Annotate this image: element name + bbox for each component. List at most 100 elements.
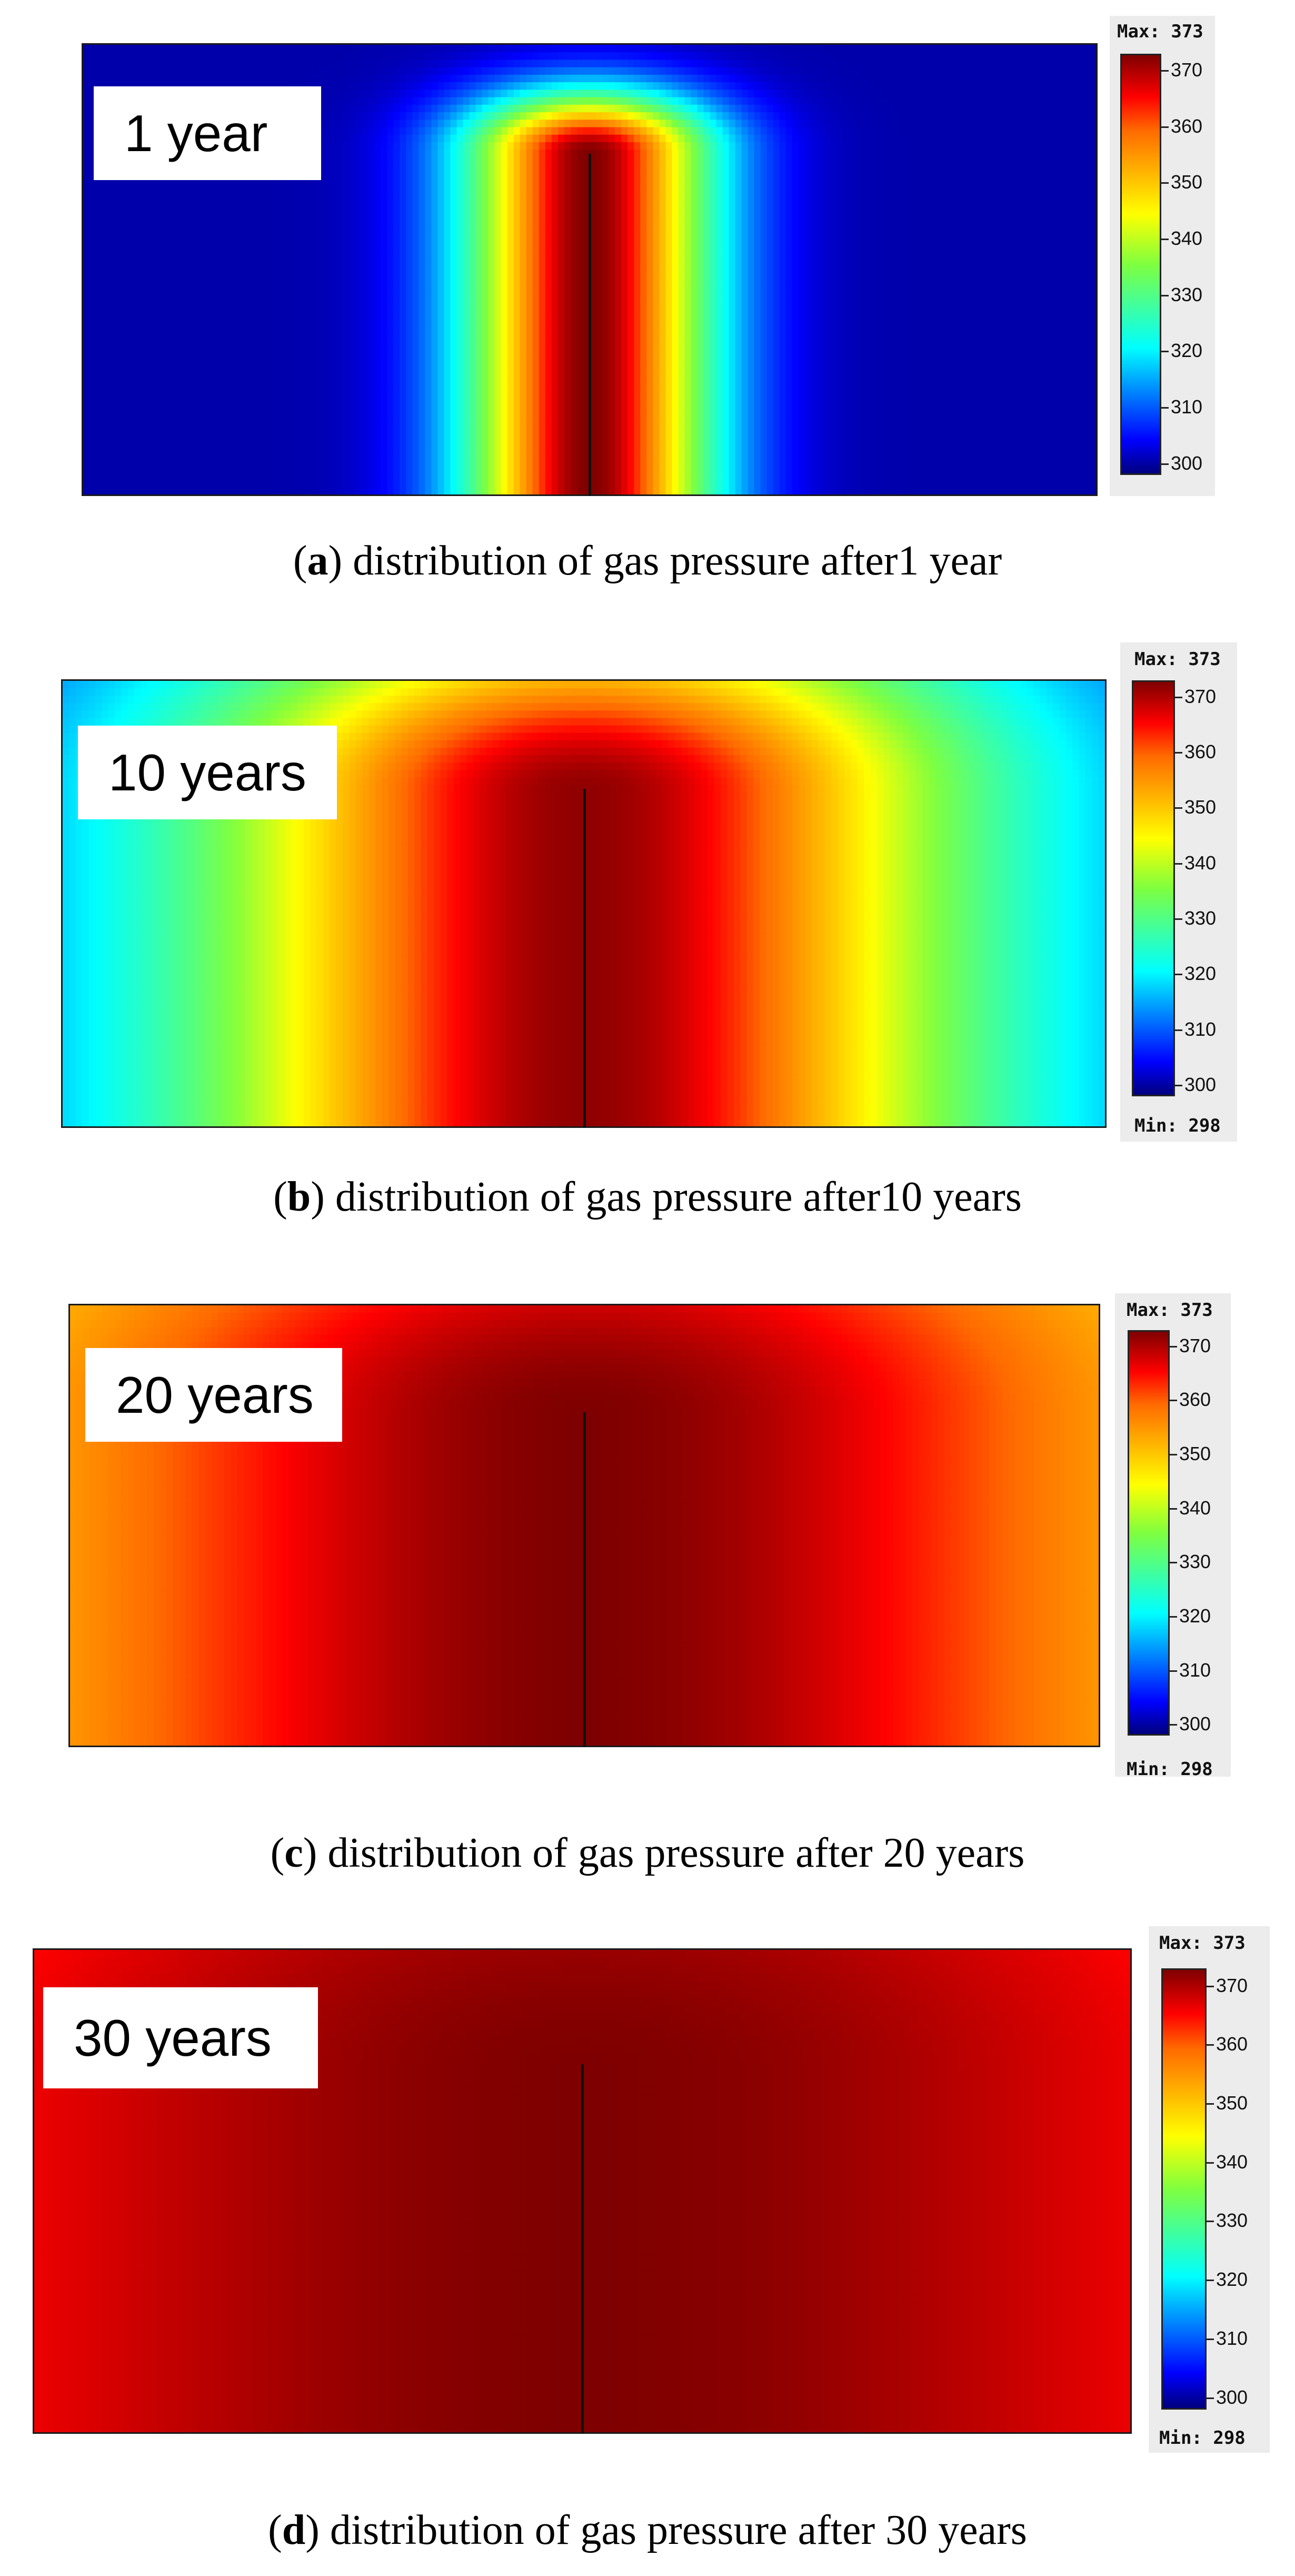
heatmap-cell xyxy=(931,224,938,233)
heatmap-cell xyxy=(691,187,698,195)
heatmap-cell xyxy=(640,202,647,210)
heatmap-cell xyxy=(343,112,350,120)
heatmap-cell xyxy=(640,194,647,203)
heatmap-cell xyxy=(127,74,134,83)
heatmap-cell xyxy=(982,120,989,128)
heatmap-cell xyxy=(520,180,527,188)
heatmap-cell xyxy=(146,45,153,53)
heatmap-cell xyxy=(526,202,533,210)
heatmap-cell xyxy=(804,164,812,173)
heatmap-cell xyxy=(785,210,793,217)
heatmap-cell xyxy=(691,210,698,217)
heatmap-cell xyxy=(393,150,400,158)
heatmap-cell xyxy=(925,142,932,150)
heatmap-cell xyxy=(235,194,242,203)
heatmap-cell xyxy=(83,217,90,225)
heatmap-cell xyxy=(526,134,533,143)
heatmap-cell xyxy=(1001,180,1008,188)
heatmap-cell xyxy=(1070,240,1078,247)
heatmap-cell xyxy=(381,247,387,255)
heatmap-cell xyxy=(1026,104,1033,113)
heatmap-cell xyxy=(583,254,590,263)
heatmap-cell xyxy=(836,270,843,278)
heatmap-cell xyxy=(393,262,400,270)
heatmap-cell xyxy=(760,82,768,90)
heatmap-cell xyxy=(804,157,812,165)
heatmap-cell xyxy=(1089,134,1096,143)
heatmap-cell xyxy=(228,262,236,270)
heatmap-cell xyxy=(862,157,869,165)
heatmap-cell xyxy=(374,217,381,225)
heatmap-cell xyxy=(412,52,419,61)
heatmap-cell xyxy=(1051,112,1059,120)
heatmap-cell xyxy=(634,240,641,247)
heatmap-cell xyxy=(823,74,831,83)
heatmap-cell xyxy=(222,210,230,217)
heatmap-cell xyxy=(228,270,236,278)
heatmap-cell xyxy=(564,74,571,83)
heatmap-cell xyxy=(127,240,134,247)
heatmap-cell xyxy=(1045,164,1052,173)
heatmap-cell xyxy=(121,232,128,240)
heatmap-cell xyxy=(355,202,362,210)
heatmap-cell xyxy=(463,247,470,255)
heatmap-cell xyxy=(412,60,419,68)
heatmap-cell xyxy=(773,217,780,225)
heatmap-cell xyxy=(931,142,938,150)
heatmap-cell xyxy=(1020,217,1027,225)
heatmap-cell xyxy=(235,210,242,217)
heatmap-cell xyxy=(304,247,312,255)
heatmap-cell xyxy=(957,202,964,210)
heatmap-cell xyxy=(393,90,400,98)
heatmap-cell xyxy=(431,142,439,150)
heatmap-cell xyxy=(1013,202,1021,210)
heatmap-cell xyxy=(640,67,647,75)
heatmap-cell xyxy=(646,180,653,188)
heatmap-cell xyxy=(798,112,805,120)
heatmap-cell xyxy=(982,52,989,61)
heatmap-cell xyxy=(684,142,692,150)
heatmap-cell xyxy=(216,74,223,83)
heatmap-cell xyxy=(475,270,483,278)
heatmap-cell xyxy=(596,104,603,113)
heatmap-cell xyxy=(165,232,172,240)
heatmap-cell xyxy=(621,180,628,188)
heatmap-cell xyxy=(1020,104,1027,113)
heatmap-cell xyxy=(228,67,236,75)
heatmap-cell xyxy=(957,187,964,195)
heatmap-cell xyxy=(722,217,730,225)
heatmap-cell xyxy=(1013,224,1021,233)
heatmap-cell xyxy=(488,217,495,225)
heatmap-cell xyxy=(963,180,970,188)
heatmap-cell xyxy=(292,232,299,240)
heatmap-cell xyxy=(1077,210,1084,217)
heatmap-cell xyxy=(488,120,495,128)
heatmap-cell xyxy=(653,247,660,255)
heatmap-cell xyxy=(627,104,634,113)
heatmap-cell xyxy=(659,112,666,120)
heatmap-cell xyxy=(1039,134,1046,143)
heatmap-cell xyxy=(925,134,932,143)
heatmap-cell xyxy=(279,45,286,53)
heatmap-cell xyxy=(323,194,331,203)
heatmap-cell xyxy=(843,90,850,98)
heatmap-cell xyxy=(108,277,115,285)
heatmap-cell xyxy=(564,112,571,120)
heatmap-cell xyxy=(609,164,615,173)
heatmap-cell xyxy=(1026,194,1033,203)
heatmap-cell xyxy=(1039,164,1046,173)
heatmap-cell xyxy=(374,232,381,240)
heatmap-cell xyxy=(419,172,425,180)
heatmap-cell xyxy=(444,97,451,105)
heatmap-cell xyxy=(431,187,439,195)
heatmap-cell xyxy=(1045,127,1052,135)
heatmap-cell xyxy=(621,60,628,68)
heatmap-cell xyxy=(672,164,679,173)
heatmap-cell xyxy=(279,74,286,83)
heatmap-cell xyxy=(576,232,584,240)
heatmap-cell xyxy=(425,172,432,180)
heatmap-cell xyxy=(172,202,178,210)
heatmap-cell xyxy=(748,150,755,158)
heatmap-cell xyxy=(868,60,875,68)
heatmap-cell xyxy=(532,45,540,53)
